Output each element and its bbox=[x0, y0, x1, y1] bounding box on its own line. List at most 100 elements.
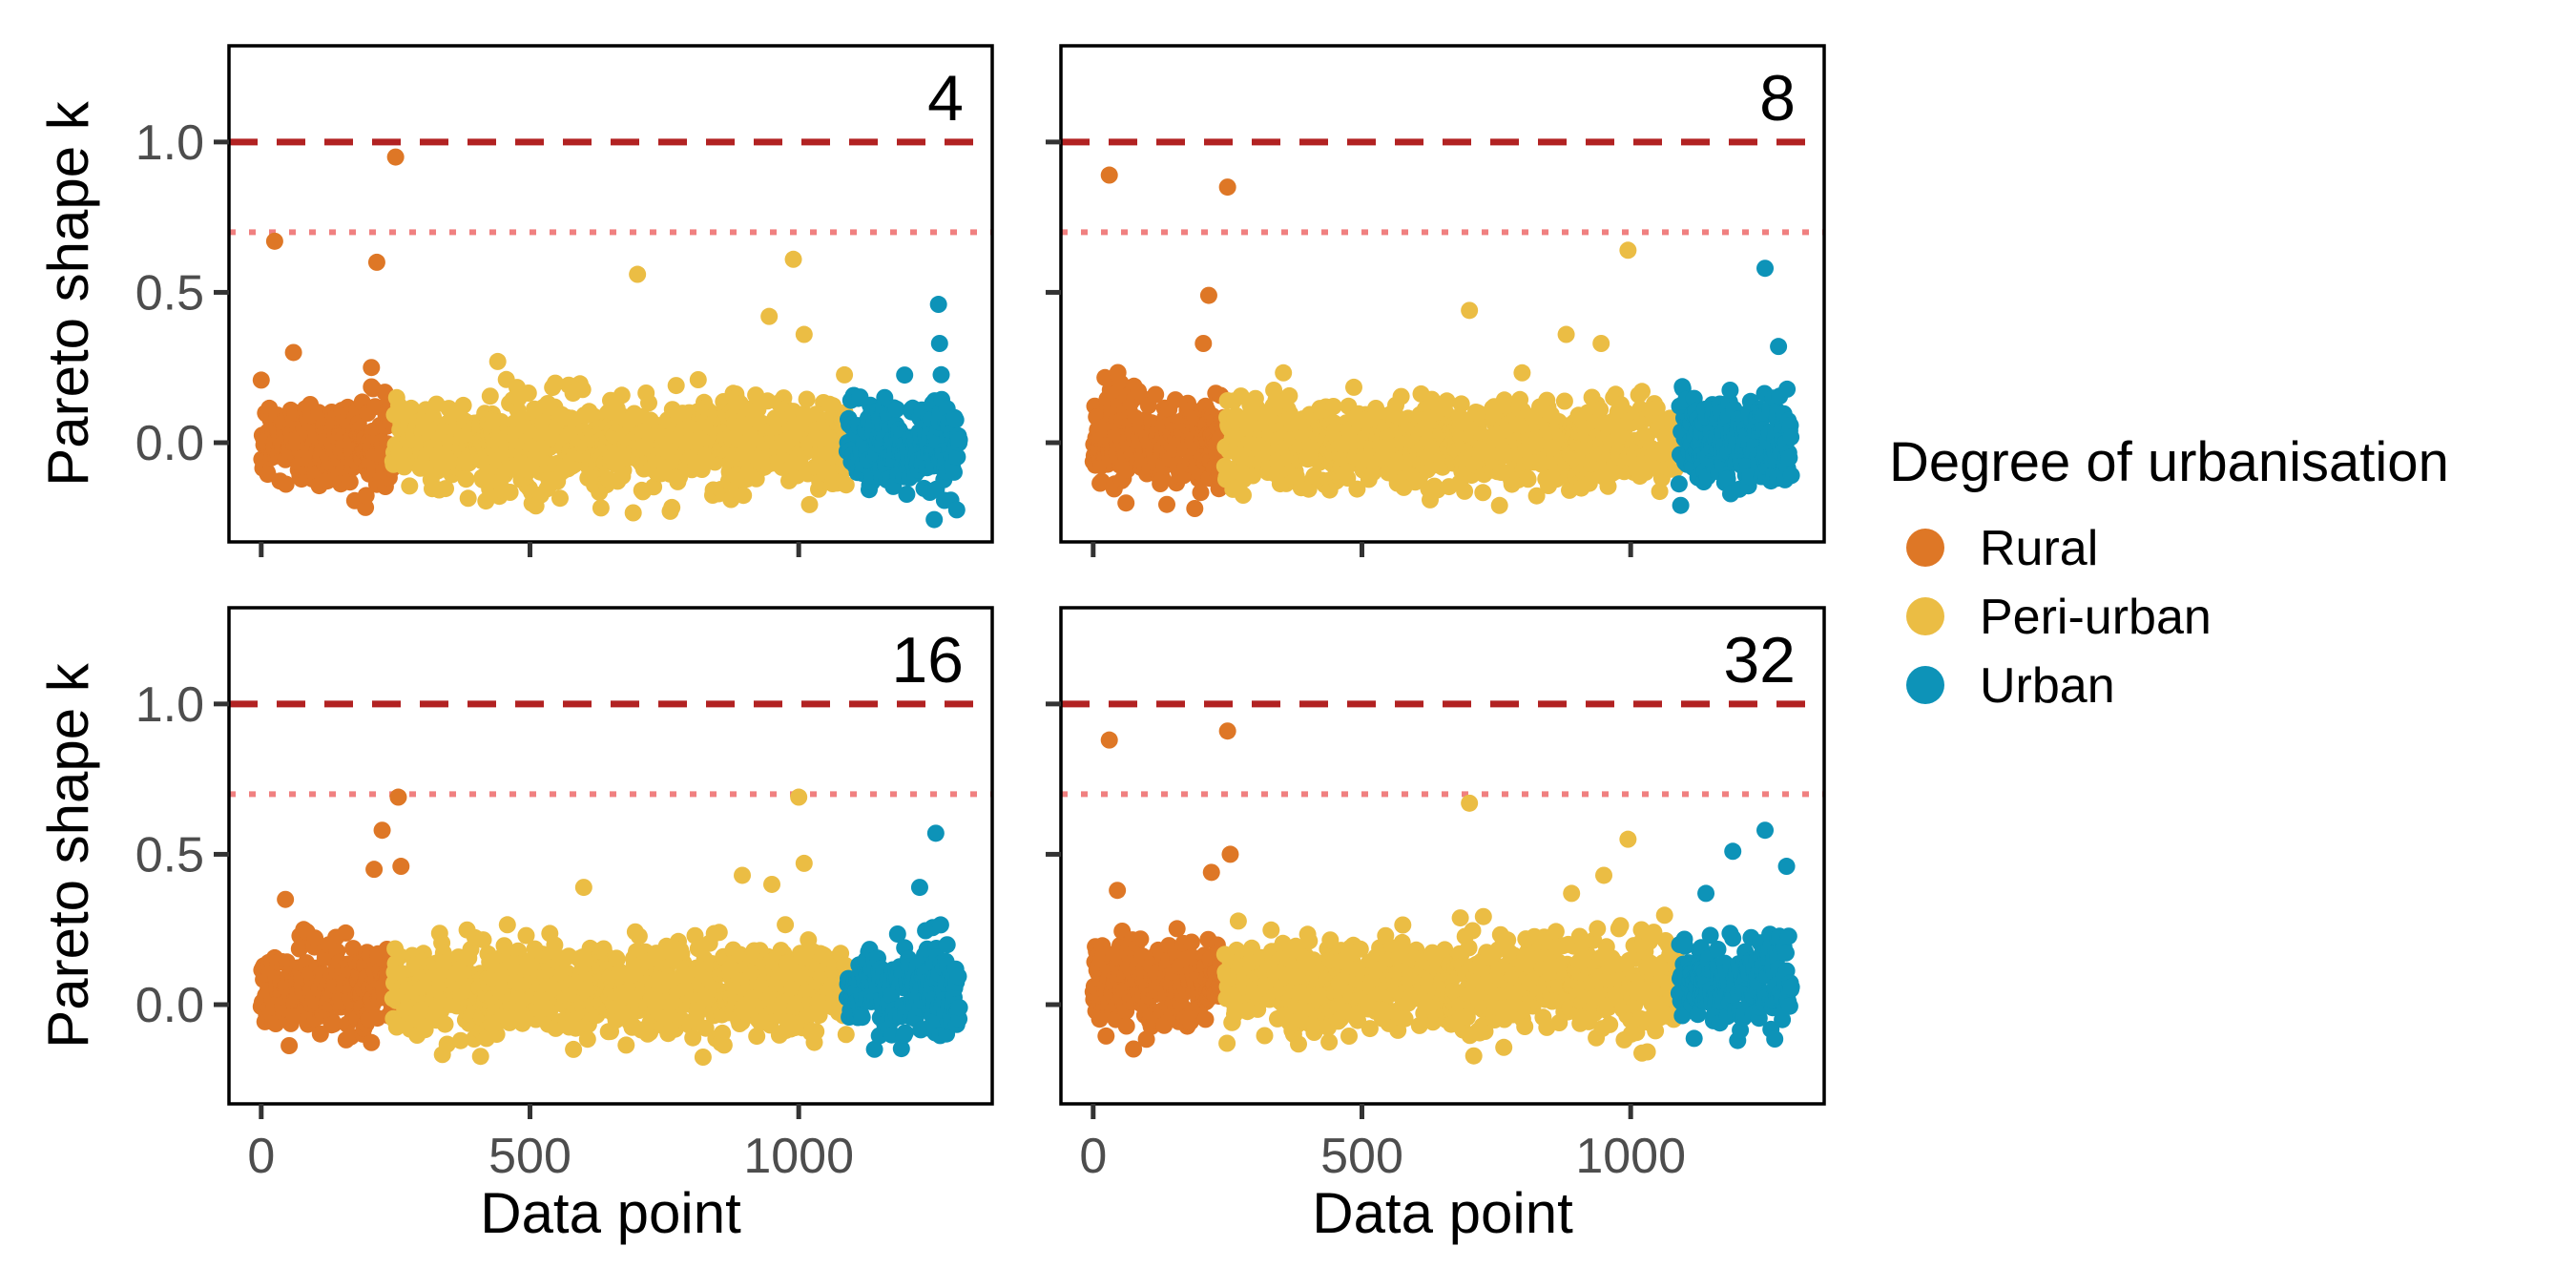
point-peri-urban bbox=[1290, 1035, 1307, 1053]
point-peri-urban bbox=[391, 947, 409, 966]
point-outlier-rural bbox=[363, 359, 381, 377]
point-outlier-peri-urban bbox=[629, 265, 647, 283]
y-axis-title: Pareto shape k bbox=[36, 100, 100, 487]
point-peri-urban bbox=[1320, 1033, 1339, 1051]
point-urban bbox=[888, 925, 906, 943]
point-urban bbox=[947, 501, 966, 519]
point-rural bbox=[1147, 385, 1165, 404]
point-peri-urban bbox=[436, 1015, 454, 1033]
point-urban bbox=[950, 431, 968, 448]
point-peri-urban bbox=[613, 386, 631, 405]
point-rural bbox=[1132, 930, 1150, 948]
point-outlier-peri-urban bbox=[795, 854, 813, 872]
point-peri-urban bbox=[645, 478, 663, 496]
point-rural bbox=[1158, 495, 1175, 513]
point-peri-urban bbox=[1280, 386, 1298, 405]
point-outlier-peri-urban bbox=[1619, 241, 1637, 260]
point-peri-urban bbox=[517, 926, 535, 945]
point-urban bbox=[938, 936, 956, 954]
point-peri-urban bbox=[474, 931, 492, 949]
point-rural bbox=[1186, 500, 1204, 517]
point-peri-urban bbox=[684, 1028, 702, 1047]
y-axis-title: Pareto shape k bbox=[36, 662, 100, 1049]
point-rural bbox=[1117, 1017, 1135, 1035]
point-urban bbox=[931, 916, 949, 934]
point-rural bbox=[280, 1037, 299, 1054]
point-peri-urban bbox=[617, 1036, 635, 1054]
point-peri-urban bbox=[1452, 395, 1470, 413]
point-outlier-urban bbox=[929, 296, 947, 314]
point-peri-urban bbox=[1499, 931, 1517, 949]
point-peri-urban bbox=[624, 504, 642, 522]
point-peri-urban bbox=[1392, 387, 1410, 405]
point-outlier-peri-urban bbox=[784, 250, 802, 268]
point-outlier-rural bbox=[265, 232, 283, 250]
point-peri-urban bbox=[573, 381, 592, 399]
point-peri-urban bbox=[501, 484, 519, 501]
point-peri-urban bbox=[438, 1035, 456, 1053]
point-peri-urban bbox=[578, 1030, 596, 1049]
point-peri-urban bbox=[1570, 927, 1589, 945]
point-outlier-peri-urban bbox=[1592, 335, 1610, 352]
point-outlier-peri-urban bbox=[1461, 301, 1479, 320]
point-peri-urban bbox=[437, 480, 454, 498]
point-urban bbox=[883, 1026, 901, 1044]
point-rural bbox=[1196, 1010, 1215, 1028]
point-peri-urban bbox=[1476, 1023, 1494, 1040]
point-peri-urban bbox=[1451, 909, 1469, 927]
point-peri-urban bbox=[1235, 487, 1252, 504]
point-outlier-peri-urban bbox=[1557, 325, 1575, 343]
point-outlier-rural bbox=[1100, 166, 1118, 184]
point-peri-urban bbox=[836, 365, 854, 384]
point-rural bbox=[252, 371, 270, 389]
point-urban bbox=[1780, 448, 1798, 467]
point-peri-urban bbox=[1229, 912, 1247, 930]
point-peri-urban bbox=[689, 371, 707, 388]
point-peri-urban bbox=[1321, 931, 1340, 949]
x-tick-label: 0 bbox=[247, 1129, 275, 1184]
point-outlier-peri-urban bbox=[790, 788, 808, 806]
point-outlier-urban bbox=[910, 879, 928, 897]
point-peri-urban bbox=[837, 476, 855, 494]
point-rural bbox=[1168, 920, 1186, 938]
points-group bbox=[252, 148, 968, 529]
point-peri-urban bbox=[1300, 932, 1319, 950]
point-peri-urban bbox=[551, 489, 569, 508]
point-rural bbox=[363, 1033, 381, 1051]
point-urban bbox=[1721, 382, 1739, 399]
point-peri-urban bbox=[592, 499, 610, 517]
point-peri-urban bbox=[1591, 401, 1610, 419]
point-urban bbox=[948, 447, 966, 466]
point-peri-urban bbox=[451, 1031, 469, 1049]
point-rural bbox=[1117, 494, 1135, 512]
y-tick-label: 0.0 bbox=[135, 416, 204, 471]
point-urban bbox=[1782, 467, 1800, 485]
point-peri-urban bbox=[1456, 482, 1474, 500]
point-urban bbox=[853, 1008, 871, 1027]
point-peri-urban bbox=[1324, 398, 1342, 415]
point-rural bbox=[1182, 933, 1200, 951]
point-peri-urban bbox=[401, 477, 419, 495]
point-outlier-peri-urban bbox=[574, 879, 592, 897]
point-rural bbox=[1097, 1027, 1115, 1045]
point-peri-urban bbox=[1555, 392, 1573, 410]
point-peri-urban bbox=[1340, 1028, 1358, 1045]
point-peri-urban bbox=[481, 387, 499, 405]
point-outlier-rural bbox=[373, 821, 391, 840]
point-peri-urban bbox=[748, 1028, 766, 1046]
point-peri-urban bbox=[1460, 939, 1478, 957]
point-peri-urban bbox=[1599, 477, 1617, 495]
point-peri-urban bbox=[1547, 923, 1565, 941]
point-peri-urban bbox=[1513, 364, 1531, 382]
point-peri-urban bbox=[686, 926, 704, 945]
point-urban bbox=[896, 1024, 914, 1042]
point-peri-urban bbox=[1601, 1015, 1619, 1033]
point-peri-urban bbox=[800, 495, 819, 513]
point-peri-urban bbox=[1436, 941, 1454, 959]
point-peri-urban bbox=[498, 916, 516, 934]
point-peri-urban bbox=[694, 1049, 712, 1066]
point-outlier-urban bbox=[1770, 338, 1788, 356]
points-group bbox=[252, 788, 968, 1066]
